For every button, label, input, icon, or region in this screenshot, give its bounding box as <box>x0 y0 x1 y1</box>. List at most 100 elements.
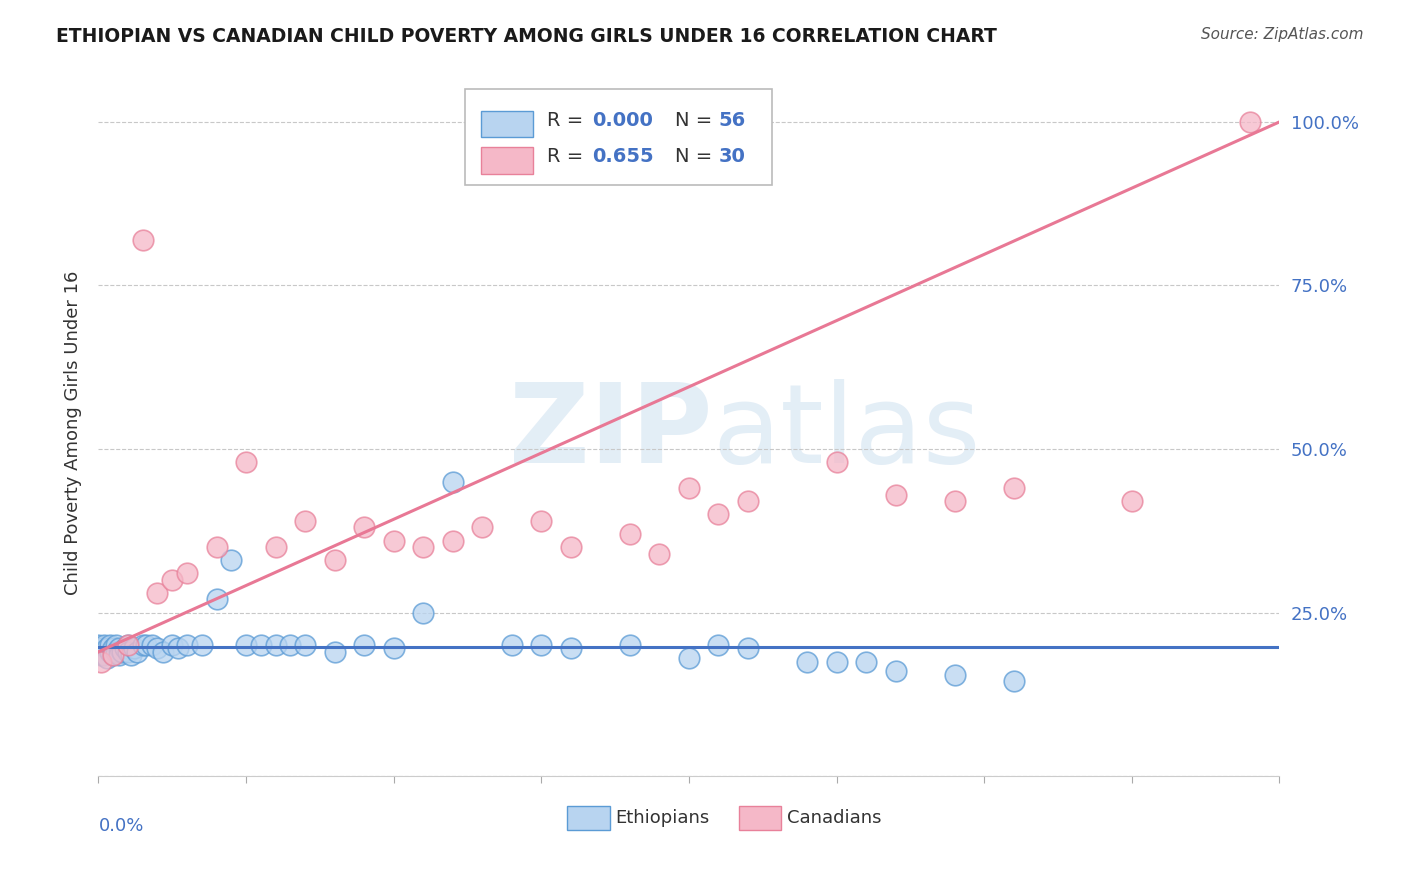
Point <box>560 540 582 554</box>
Text: R =: R = <box>547 111 589 129</box>
Point <box>678 481 700 495</box>
Point <box>235 638 257 652</box>
Point <box>323 645 346 659</box>
Point <box>648 547 671 561</box>
Point <box>90 648 112 662</box>
Point <box>167 641 190 656</box>
Point <box>93 648 115 662</box>
FancyBboxPatch shape <box>481 147 533 174</box>
Point <box>111 645 134 659</box>
Point <box>103 641 125 656</box>
Point <box>825 655 848 669</box>
Point <box>117 645 139 659</box>
Point <box>530 514 553 528</box>
Text: 0.655: 0.655 <box>592 147 654 166</box>
Point <box>105 645 128 659</box>
Point <box>353 638 375 652</box>
Point <box>382 641 405 656</box>
Point <box>560 641 582 656</box>
Text: N =: N = <box>675 111 718 129</box>
Point <box>530 638 553 652</box>
Text: ZIP: ZIP <box>509 379 713 486</box>
Point <box>1002 481 1025 495</box>
Point <box>98 638 121 652</box>
FancyBboxPatch shape <box>481 111 533 137</box>
Point <box>619 638 641 652</box>
Point <box>105 638 128 652</box>
Point <box>943 494 966 508</box>
Point <box>221 553 243 567</box>
Point <box>96 641 118 656</box>
Point <box>93 638 115 652</box>
Point <box>162 573 183 587</box>
Text: 0.000: 0.000 <box>592 111 652 129</box>
Point <box>103 648 125 662</box>
FancyBboxPatch shape <box>567 806 610 830</box>
Point <box>353 520 375 534</box>
Text: Source: ZipAtlas.com: Source: ZipAtlas.com <box>1201 27 1364 42</box>
Point <box>412 606 434 620</box>
Point <box>441 475 464 489</box>
Text: ETHIOPIAN VS CANADIAN CHILD POVERTY AMONG GIRLS UNDER 16 CORRELATION CHART: ETHIOPIAN VS CANADIAN CHILD POVERTY AMON… <box>56 27 997 45</box>
Point <box>152 645 174 659</box>
Point <box>205 540 228 554</box>
Point <box>162 638 183 652</box>
Point <box>98 645 121 659</box>
Point <box>1121 494 1143 508</box>
Point <box>117 638 139 652</box>
Point <box>884 488 907 502</box>
Point <box>501 638 523 652</box>
Point <box>250 638 273 652</box>
Point <box>96 651 118 665</box>
Text: 0.0%: 0.0% <box>98 817 143 835</box>
Text: N =: N = <box>675 147 718 166</box>
Point <box>796 655 818 669</box>
Point <box>176 566 198 581</box>
Point <box>90 655 112 669</box>
Point <box>235 455 257 469</box>
Text: atlas: atlas <box>713 379 981 486</box>
Point <box>737 641 759 656</box>
Point <box>382 533 405 548</box>
Point <box>264 540 287 554</box>
Point <box>146 641 169 656</box>
Point <box>176 638 198 652</box>
Point <box>146 586 169 600</box>
Point <box>825 455 848 469</box>
Point <box>412 540 434 554</box>
Point <box>294 638 316 652</box>
FancyBboxPatch shape <box>464 89 772 186</box>
Point <box>108 641 131 656</box>
Point <box>619 527 641 541</box>
Point <box>323 553 346 567</box>
Point <box>264 638 287 652</box>
Point <box>294 514 316 528</box>
Point <box>122 641 145 656</box>
Text: 30: 30 <box>718 147 745 166</box>
Y-axis label: Child Poverty Among Girls Under 16: Child Poverty Among Girls Under 16 <box>63 270 82 595</box>
Point <box>132 638 155 652</box>
Point <box>114 641 136 656</box>
Point <box>141 638 163 652</box>
Point <box>120 648 142 662</box>
Point <box>108 648 131 662</box>
Point <box>117 638 139 652</box>
Point <box>132 233 155 247</box>
Point <box>707 508 730 522</box>
Point <box>1002 674 1025 689</box>
Point <box>884 665 907 679</box>
FancyBboxPatch shape <box>738 806 782 830</box>
Point <box>943 667 966 681</box>
Point <box>737 494 759 508</box>
Text: Ethiopians: Ethiopians <box>616 809 710 827</box>
Point <box>87 638 110 652</box>
Text: Canadians: Canadians <box>787 809 882 827</box>
Point <box>125 645 148 659</box>
Point <box>441 533 464 548</box>
Point <box>1239 115 1261 129</box>
Text: R =: R = <box>547 147 596 166</box>
Point <box>678 651 700 665</box>
Point <box>471 520 494 534</box>
Point <box>103 648 125 662</box>
Point <box>280 638 302 652</box>
